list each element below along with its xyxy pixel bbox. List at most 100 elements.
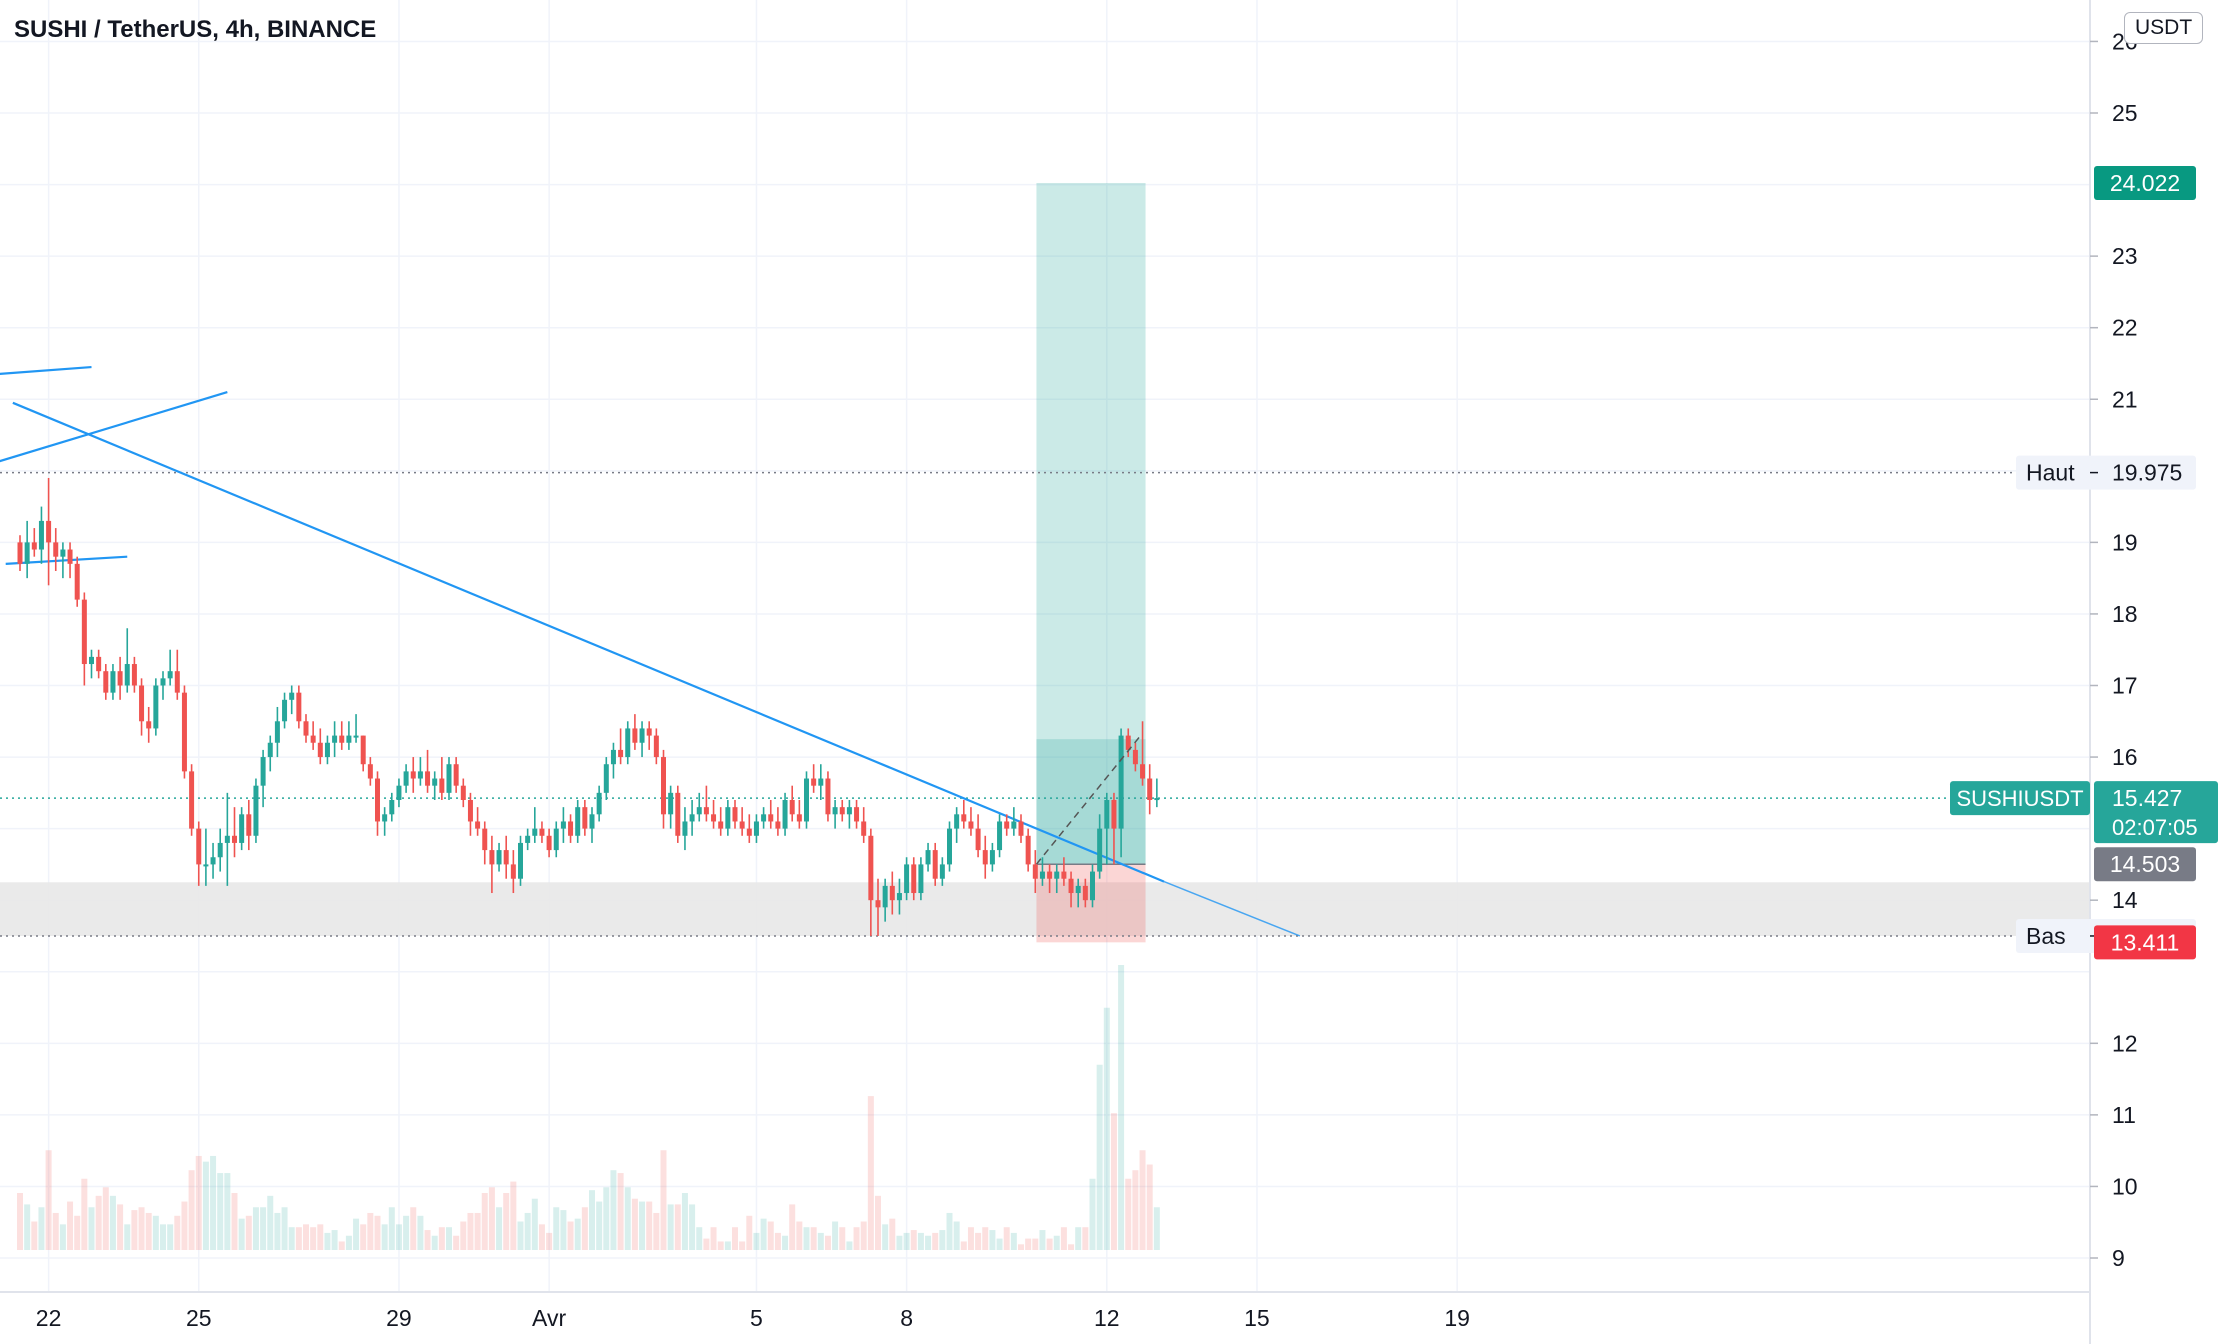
candle-body [589,814,595,829]
volume-bar [202,1161,209,1250]
volume-bar [574,1218,581,1250]
candle-body [882,885,888,908]
volume-bar [710,1227,717,1250]
zones [0,182,2090,943]
volume-bar [467,1212,474,1250]
candle-body [503,850,509,865]
trendline[interactable] [0,391,228,464]
trendlines[interactable] [0,365,1301,937]
candle-body [653,735,659,758]
candle-body [167,671,173,679]
volume-bar [639,1201,646,1250]
volume-bar [252,1207,259,1250]
volume-bar [1146,1164,1153,1250]
volume-bar [596,1201,603,1250]
volume-bar [52,1212,59,1250]
candle-body [711,814,717,822]
volume-bar [703,1238,710,1250]
volume-bar [546,1232,553,1250]
candle-body [189,771,195,829]
candle-body [131,664,137,686]
candle-body [110,671,116,693]
time-tick-label: 29 [386,1305,412,1331]
volume-bar [446,1227,452,1250]
candle-body [725,807,731,829]
high-label-name: Haut [2026,460,2075,486]
candle-body [403,771,409,786]
volume-bar [431,1235,438,1250]
volume-bar [867,1096,874,1250]
candle-body [460,785,466,800]
candle-body [811,778,817,786]
volume-bar [38,1207,45,1250]
symbol-name-box [1950,781,2090,816]
volume-bar [1132,1170,1139,1250]
volume-bar [631,1198,638,1250]
volume-bar [303,1224,309,1250]
volume-bar [260,1207,267,1250]
candle-body [60,549,66,557]
time-axis[interactable]: 22 25 29 Avr 5 8 12 15 19 [36,1305,1470,1331]
volume-bar [960,1241,967,1250]
candle-body [768,814,774,822]
candle-body [775,821,781,829]
volume-bar [145,1212,152,1250]
candle-body [246,814,252,836]
volume-bar [353,1218,360,1250]
candle-body [525,835,531,843]
volume-bar [617,1173,624,1250]
candle-body [467,800,473,822]
volume-bar [674,1204,681,1250]
volume-bar [1082,1227,1089,1250]
time-tick-label: 19 [1444,1305,1470,1331]
volume-bar [281,1207,288,1250]
volume-bar [367,1212,374,1250]
volume-bar [817,1232,824,1250]
volume-bar [31,1221,38,1250]
volume-bar [245,1215,252,1250]
volume-bar [324,1232,331,1250]
candle-body [496,850,502,865]
candle-body [31,542,37,550]
price-tick-label: 19 [2112,529,2138,555]
candle-body [818,778,824,786]
trendline[interactable] [0,365,92,378]
volume-bar [17,1193,23,1250]
volume-bar [95,1195,102,1250]
candle-body [96,656,102,672]
candle-body [1047,871,1053,879]
candle-body [854,807,860,822]
grid [0,0,2090,1292]
last-price-box [2094,781,2218,844]
volume-bar [1125,1178,1132,1250]
volume-bar [74,1215,81,1250]
time-tick-label: 22 [36,1305,62,1331]
volume-bar [1060,1227,1067,1250]
volume-bar [1025,1238,1032,1250]
volume-bar [767,1221,774,1250]
candle-body [839,807,845,815]
volume-bar [553,1207,560,1250]
price-axis[interactable]: 9101112141617181921222325262 [2090,0,2138,1271]
volume-bar [1139,1150,1146,1250]
volume-bar [889,1218,896,1250]
candle-body [67,549,73,564]
candle-body [53,542,59,557]
candle-body [260,757,266,786]
candle-body [560,821,566,829]
currency-button[interactable]: USDT [2124,12,2204,44]
volume-bar [653,1212,660,1250]
candle-body [832,807,838,815]
volume-bar [117,1204,124,1250]
volume-bar [667,1204,674,1250]
trendline[interactable] [12,401,1165,883]
profit-zone[interactable] [1036,182,1146,865]
candle-body [74,563,80,600]
candle-body [982,850,988,865]
volume-bar [646,1201,653,1250]
trendline[interactable] [1163,880,1301,937]
volume-bar [67,1201,74,1250]
candle-body [146,721,152,729]
candle-body [1125,735,1131,750]
